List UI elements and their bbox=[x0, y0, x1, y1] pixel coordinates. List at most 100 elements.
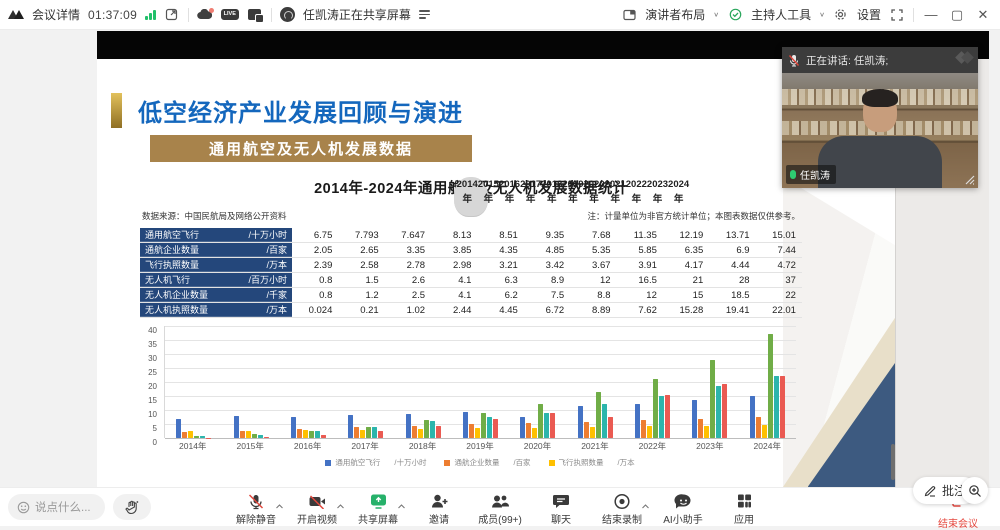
minimize-button[interactable]: — bbox=[924, 7, 938, 22]
annotate-label: 批注 bbox=[942, 484, 967, 498]
meeting-details-button[interactable]: 会议详情 bbox=[32, 8, 81, 22]
speaker-video-feed: 任凯涛 bbox=[782, 73, 978, 188]
chat-bubble-icon bbox=[553, 492, 570, 510]
close-button[interactable]: ✕ bbox=[977, 6, 989, 22]
members-icon bbox=[491, 492, 510, 510]
bar-group bbox=[624, 326, 681, 438]
meeting-timer: 01:37:09 bbox=[88, 7, 138, 22]
chevron-up-icon[interactable] bbox=[276, 496, 284, 514]
table-row: 无人机飞行/百万小时 0.8 1.5 2.6 4.1 6.3 8.9 12 16.5 21 28 37 bbox=[140, 273, 802, 288]
chart-bar bbox=[716, 386, 722, 438]
x-tick-label: 2016年 bbox=[293, 441, 322, 451]
chevron-down-icon: ∨ bbox=[713, 10, 720, 19]
value-cell: 5.35 bbox=[592, 245, 611, 256]
mic-active-icon bbox=[790, 170, 796, 179]
record-stop-icon bbox=[614, 492, 631, 510]
chart-bar bbox=[749, 395, 755, 438]
legend-item: 通用航空飞行/十万小时 bbox=[325, 457, 426, 468]
x-tick-label: 2014年 bbox=[179, 441, 207, 451]
bar-group bbox=[337, 326, 394, 438]
pop-out-icon[interactable] bbox=[164, 7, 180, 23]
window-titlebar: 会议详情 01:37:09 LIVE 任凯涛正在共享屏幕 演讲者布局 ∨ 主持人… bbox=[0, 0, 1000, 30]
live-badge[interactable]: LIVE bbox=[220, 8, 239, 21]
chevron-up-icon[interactable] bbox=[398, 496, 406, 514]
bar-group bbox=[165, 326, 222, 438]
speaker-layout-button[interactable]: 演讲者布局 bbox=[645, 8, 706, 22]
person-add-icon bbox=[430, 492, 448, 510]
legend-label: 通航企业数量 bbox=[454, 458, 500, 467]
scrollbar-thumb[interactable] bbox=[891, 444, 895, 480]
value-cell: 12.19 bbox=[679, 230, 704, 241]
gridline bbox=[165, 382, 796, 383]
apps-button[interactable]: 应用 bbox=[718, 490, 771, 526]
host-tools-button[interactable]: 主持人工具 bbox=[751, 8, 812, 22]
fullscreen-icon[interactable] bbox=[889, 7, 905, 23]
value-cell: 8.89 bbox=[592, 305, 611, 316]
value-cell: 8.51 bbox=[499, 230, 518, 241]
legend-item: 通航企业数量/百家 bbox=[444, 457, 531, 468]
y-tick-label: 15 bbox=[148, 396, 157, 405]
x-tick-label: 2021年 bbox=[581, 441, 609, 451]
chart-bar bbox=[722, 383, 728, 438]
unmute-button[interactable]: 解除静音 bbox=[230, 490, 283, 526]
y-tick-label: 25 bbox=[148, 368, 157, 377]
chart-bar bbox=[773, 376, 779, 438]
value-cell: 1.02 bbox=[406, 305, 426, 316]
invite-button[interactable]: 邀请 bbox=[413, 490, 466, 526]
toolbar-item-label: 解除静音 bbox=[236, 515, 276, 526]
stop-recording-button[interactable]: 结束录制 bbox=[596, 490, 649, 526]
value-cell: 2.44 bbox=[452, 305, 472, 316]
zoom-in-button[interactable] bbox=[961, 477, 988, 504]
chart-bar bbox=[423, 420, 429, 438]
start-video-button[interactable]: 开启视频 bbox=[291, 490, 344, 526]
chat-input[interactable]: 说点什么... bbox=[8, 494, 105, 520]
chart-bar bbox=[589, 427, 595, 438]
value-cell: 4.35 bbox=[499, 245, 518, 256]
raise-hand-button[interactable] bbox=[113, 494, 151, 520]
metric-name-cell: 通航企业数量 bbox=[140, 243, 232, 257]
value-cell: 2.05 bbox=[313, 245, 333, 256]
sharing-detail-icon[interactable] bbox=[418, 10, 430, 19]
resize-handle-icon[interactable] bbox=[963, 173, 975, 185]
chat-button[interactable]: 聊天 bbox=[535, 490, 588, 526]
value-cell: 3.91 bbox=[638, 260, 657, 271]
chart-legend: 通用航空飞行/十万小时 通航企业数量/百家 飞行执照数量/万本 bbox=[164, 457, 796, 468]
chart-bar bbox=[429, 420, 435, 438]
slide-subtitle-badge: 通用航空及无人机发展数据 bbox=[150, 135, 472, 162]
x-tick-label: 2022年 bbox=[638, 441, 667, 451]
chart-bar bbox=[474, 428, 480, 438]
host-tools-icon bbox=[727, 7, 743, 23]
chart-bar bbox=[378, 431, 384, 438]
value-cell: 2.5 bbox=[411, 290, 426, 301]
apps-grid-icon bbox=[736, 492, 752, 510]
maximize-button[interactable]: ▢ bbox=[950, 6, 964, 22]
value-cell: 3.67 bbox=[592, 260, 611, 271]
legend-swatch bbox=[548, 459, 555, 466]
metric-unit-cell: /百万小时 bbox=[232, 273, 292, 287]
chart-bar bbox=[595, 391, 601, 438]
value-cell: 0.024 bbox=[308, 305, 333, 316]
value-cell: 7.793 bbox=[354, 230, 379, 241]
bar-chart: 0 5 10 15 20 25 30 35 40 2014年 2015年 2016年 2017年 201… bbox=[140, 326, 802, 468]
chart-bar bbox=[635, 403, 641, 438]
year-header-cell: 2014年 bbox=[456, 179, 478, 205]
share-screen-button[interactable]: 共享屏幕 bbox=[352, 490, 405, 526]
chart-bar bbox=[372, 426, 378, 438]
speaker-video-panel[interactable]: 正在讲话: 任凯涛; 任凯涛 bbox=[782, 47, 978, 188]
chevron-up-icon[interactable] bbox=[337, 496, 345, 514]
settings-button[interactable]: 设置 bbox=[856, 8, 881, 22]
members-button[interactable]: 成员(99+) bbox=[474, 490, 527, 526]
chart-bar bbox=[486, 417, 492, 438]
raised-hand-icon bbox=[125, 500, 139, 514]
cloud-record-icon[interactable] bbox=[197, 7, 214, 23]
x-tick-label: 2023年 bbox=[696, 441, 724, 451]
interpretation-icon[interactable] bbox=[247, 7, 265, 23]
ai-assistant-button[interactable]: AI小助手 bbox=[657, 490, 710, 526]
chart-bar bbox=[698, 418, 704, 438]
data-source-note: 数据来源：中国民航局及网络公开资料 bbox=[142, 211, 287, 221]
chevron-up-icon[interactable] bbox=[642, 496, 650, 514]
chart-bar bbox=[308, 430, 314, 438]
value-cell: 28 bbox=[739, 275, 750, 286]
value-cell: 9.35 bbox=[545, 230, 565, 241]
value-cell: 0.21 bbox=[360, 305, 379, 316]
